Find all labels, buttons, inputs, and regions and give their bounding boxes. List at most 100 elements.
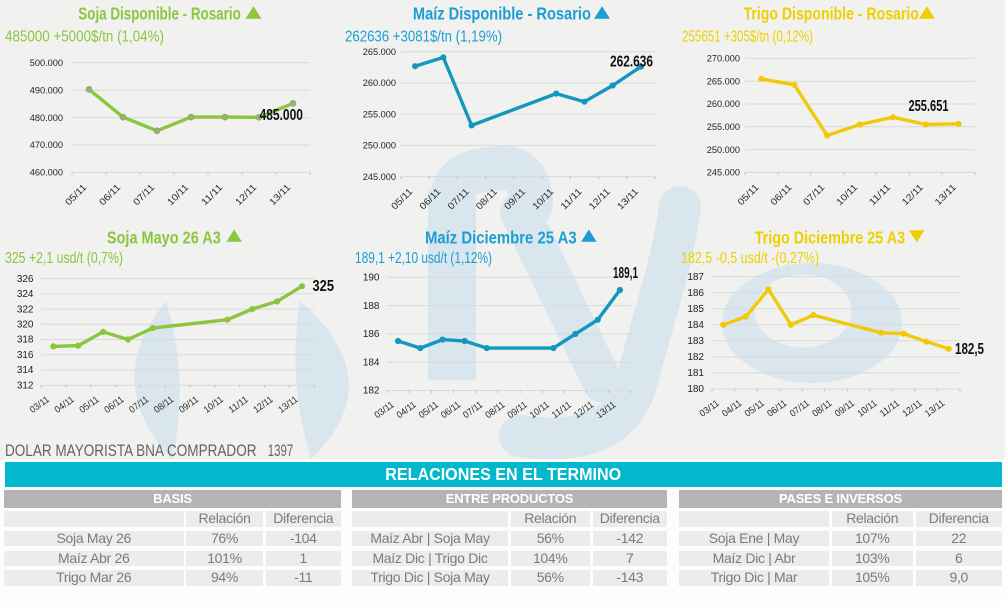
svg-text:12/11: 12/11 (587, 186, 613, 212)
svg-text:480.000: 480.000 (30, 113, 63, 123)
svg-text:06/11: 06/11 (769, 182, 795, 208)
svg-text:07/11: 07/11 (131, 182, 157, 208)
svg-text:03/11: 03/11 (373, 400, 397, 422)
svg-text:460.000: 460.000 (30, 168, 63, 178)
svg-text:05/11: 05/11 (736, 182, 762, 208)
svg-text:04/11: 04/11 (720, 398, 744, 420)
svg-text:07/11: 07/11 (461, 400, 485, 422)
svg-text:13/11: 13/11 (276, 394, 300, 416)
svg-text:500.000: 500.000 (30, 58, 63, 68)
svg-text:265.000: 265.000 (707, 76, 740, 86)
svg-text:11/11: 11/11 (867, 182, 893, 208)
svg-text:485000 +5000$/tn (1,04%): 485000 +5000$/tn (1,04%) (5, 29, 164, 46)
svg-text:312: 312 (17, 380, 34, 391)
svg-text:186: 186 (363, 329, 380, 340)
svg-text:250.000: 250.000 (707, 145, 740, 155)
svg-text:180: 180 (687, 384, 704, 395)
svg-text:13/11: 13/11 (923, 398, 947, 420)
svg-text:05/11: 05/11 (417, 400, 441, 422)
svg-text:182: 182 (363, 386, 380, 397)
svg-text:324: 324 (17, 289, 34, 300)
svg-text:05/11: 05/11 (743, 398, 767, 420)
svg-text:03/11: 03/11 (28, 394, 52, 416)
svg-text:260.000: 260.000 (363, 78, 396, 88)
svg-text:04/11: 04/11 (395, 400, 419, 422)
svg-text:250.000: 250.000 (363, 141, 396, 151)
svg-text:1397: 1397 (268, 441, 294, 460)
svg-text:262636 +3081$/tn (1,19%): 262636 +3081$/tn (1,19%) (345, 29, 502, 46)
svg-text:10/11: 10/11 (202, 394, 226, 416)
svg-text:05/11: 05/11 (63, 182, 89, 208)
svg-text:185: 185 (687, 304, 704, 315)
svg-text:09/11: 09/11 (177, 394, 201, 416)
svg-text:322: 322 (17, 304, 34, 315)
svg-text:255.651: 255.651 (909, 98, 949, 115)
svg-text:Maíz Diciembre 25 A3: Maíz Diciembre 25 A3 (425, 227, 577, 247)
svg-text:182,5: 182,5 (955, 341, 984, 358)
svg-text:12/11: 12/11 (252, 394, 276, 416)
svg-text:13/11: 13/11 (267, 182, 293, 208)
svg-text:181: 181 (687, 368, 704, 379)
svg-text:13/11: 13/11 (615, 186, 641, 212)
svg-text:08/11: 08/11 (810, 398, 834, 420)
svg-text:490.000: 490.000 (30, 85, 63, 95)
svg-text:05/11: 05/11 (389, 186, 415, 212)
svg-text:470.000: 470.000 (30, 140, 63, 150)
svg-text:182: 182 (687, 352, 704, 363)
svg-text:Soja Disponible - Rosario: Soja Disponible - Rosario (78, 3, 241, 23)
svg-text:189,1 +2,10 usd/t (1,12%): 189,1 +2,10 usd/t (1,12%) (355, 250, 492, 267)
svg-text:12/11: 12/11 (233, 182, 259, 208)
svg-text:10/11: 10/11 (165, 182, 191, 208)
svg-text:314: 314 (17, 365, 34, 376)
svg-text:318: 318 (17, 335, 34, 346)
svg-text:255651 +305$/tn (0,12%): 255651 +305$/tn (0,12%) (682, 29, 813, 46)
svg-text:06/11: 06/11 (102, 394, 126, 416)
svg-text:03/11: 03/11 (698, 398, 722, 420)
svg-text:245.000: 245.000 (707, 168, 740, 178)
svg-text:12/11: 12/11 (900, 182, 926, 208)
svg-text:189,1: 189,1 (613, 265, 638, 282)
svg-text:316: 316 (17, 350, 34, 361)
svg-text:260.000: 260.000 (707, 99, 740, 109)
svg-text:07/11: 07/11 (801, 182, 827, 208)
svg-text:13/11: 13/11 (933, 182, 959, 208)
svg-text:06/11: 06/11 (439, 400, 463, 422)
svg-text:270.000: 270.000 (707, 54, 740, 64)
svg-text:06/11: 06/11 (97, 182, 123, 208)
svg-text:325 +2,1 usd/t (0,7%): 325 +2,1 usd/t (0,7%) (5, 250, 123, 267)
svg-text:320: 320 (17, 320, 34, 331)
svg-text:11/11: 11/11 (878, 398, 902, 420)
svg-text:184: 184 (363, 357, 380, 368)
svg-text:255.000: 255.000 (363, 109, 396, 119)
svg-text:09/11: 09/11 (833, 398, 857, 420)
svg-text:184: 184 (687, 320, 704, 331)
svg-text:187: 187 (687, 272, 704, 283)
svg-text:485.000: 485.000 (260, 107, 304, 124)
svg-text:04/11: 04/11 (53, 394, 77, 416)
svg-text:186: 186 (687, 288, 704, 299)
svg-text:245.000: 245.000 (363, 172, 396, 182)
svg-text:07/11: 07/11 (788, 398, 812, 420)
svg-text:11/11: 11/11 (559, 186, 585, 212)
svg-text:326: 326 (17, 274, 34, 285)
svg-text:DOLAR MAYORISTA BNA COMPRADOR: DOLAR MAYORISTA BNA COMPRADOR (5, 441, 257, 460)
svg-text:188: 188 (363, 301, 380, 312)
svg-text:262.636: 262.636 (610, 54, 653, 71)
svg-text:265.000: 265.000 (363, 47, 396, 57)
svg-text:11/11: 11/11 (227, 394, 251, 416)
svg-text:08/11: 08/11 (483, 400, 507, 422)
svg-text:Maíz Disponible - Rosario: Maíz Disponible - Rosario (413, 3, 591, 23)
svg-text:06/11: 06/11 (765, 398, 789, 420)
svg-text:Trigo Diciembre 25 A3: Trigo Diciembre 25 A3 (755, 227, 906, 247)
svg-text:12/11: 12/11 (901, 398, 925, 420)
svg-text:190: 190 (363, 273, 380, 284)
svg-text:Trigo Disponible - Rosario: Trigo Disponible - Rosario (744, 3, 919, 23)
svg-text:11/11: 11/11 (199, 182, 225, 208)
svg-text:183: 183 (687, 336, 704, 347)
svg-text:Soja Mayo 26 A3: Soja Mayo 26 A3 (107, 227, 221, 247)
svg-text:10/11: 10/11 (856, 398, 880, 420)
svg-text:255.000: 255.000 (707, 122, 740, 132)
svg-text:05/11: 05/11 (78, 394, 102, 416)
svg-text:325: 325 (313, 278, 335, 295)
svg-text:10/11: 10/11 (834, 182, 860, 208)
